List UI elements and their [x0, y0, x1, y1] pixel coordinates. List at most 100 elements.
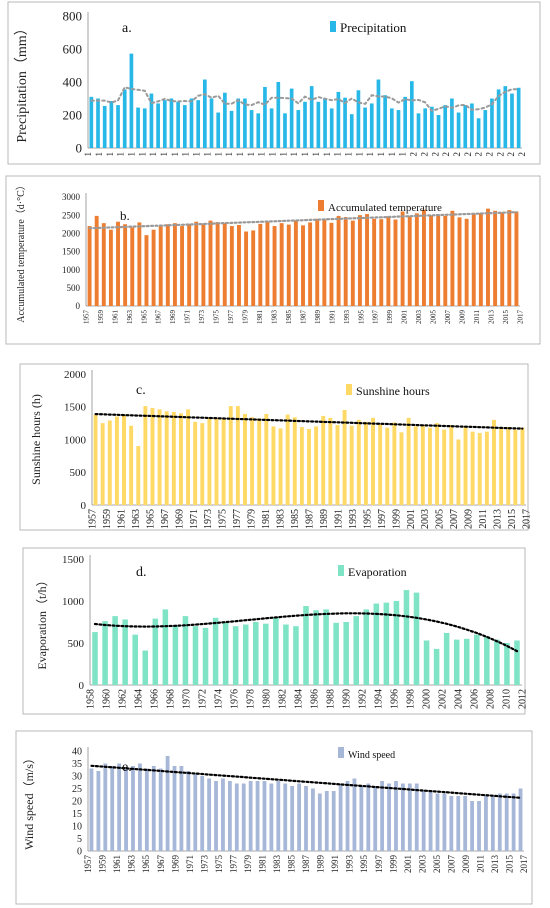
bar: [162, 100, 167, 148]
x-tick-label: 1976: [230, 689, 241, 709]
bar: [208, 220, 213, 306]
bar: [244, 231, 249, 306]
bar: [149, 93, 154, 148]
bar: [476, 118, 481, 148]
bar: [380, 781, 385, 851]
bar: [478, 212, 483, 306]
bar: [248, 781, 253, 851]
legend: Sunshine hours: [346, 384, 430, 398]
x-tick-label: 1: [202, 152, 212, 157]
x-tick-label: 2013: [487, 310, 495, 325]
bar: [162, 609, 169, 685]
x-tick-label: 1: [344, 152, 354, 157]
bar: [353, 616, 359, 685]
x-tick-label: 2001: [406, 509, 417, 529]
bar: [263, 623, 269, 685]
x-tick-label: 1987: [301, 855, 311, 874]
bar: [165, 756, 170, 851]
bar: [457, 217, 462, 306]
x-tick-label: 1: [94, 152, 104, 157]
y-tick-label: 500: [68, 638, 85, 650]
bar: [403, 96, 407, 148]
bar: [196, 100, 201, 148]
x-tick-label: 2010: [502, 689, 513, 709]
x-tick-label: 1993: [348, 509, 359, 529]
bar: [243, 413, 247, 505]
bar: [510, 93, 514, 148]
x-tick-label: 2: [463, 152, 473, 157]
bar: [493, 210, 498, 306]
bar: [484, 636, 490, 685]
bar: [89, 96, 94, 148]
x-tick-label: 2011: [476, 855, 486, 873]
y-axis-label: Evaporation（t/h）: [35, 574, 49, 669]
bar: [178, 413, 183, 505]
legend-label: Sunshine hours: [356, 384, 430, 398]
bar: [109, 100, 114, 148]
x-tick-label: 1974: [214, 689, 225, 709]
x-tick-label: 1: [116, 152, 126, 157]
bar: [234, 783, 239, 851]
y-tick-label: 40: [72, 747, 82, 758]
x-tick-label: 1989: [316, 855, 326, 874]
x-tick-label: 1: [311, 152, 321, 157]
x-tick-label: 1: [268, 152, 278, 157]
bar: [450, 210, 455, 306]
bar: [262, 781, 267, 851]
x-tick-label: 1995: [362, 509, 373, 529]
bar: [242, 624, 249, 685]
bar: [414, 783, 419, 851]
bar: [136, 446, 141, 505]
x-tick-label: 1: [224, 152, 234, 157]
y-tick-label: 800: [63, 9, 83, 24]
bar: [366, 783, 371, 851]
bar: [363, 609, 370, 685]
bar: [222, 223, 227, 306]
bar: [235, 406, 240, 505]
bar: [435, 793, 440, 851]
x-tick-label: 2015: [505, 855, 515, 874]
bar: [143, 406, 148, 505]
x-tick-label: 1: [181, 152, 191, 157]
trend-line: [90, 86, 520, 113]
bar: [189, 98, 194, 148]
bar: [257, 418, 262, 505]
x-tick-label: 1: [365, 152, 375, 157]
x-tick-label: 1978: [246, 689, 257, 709]
bar: [335, 425, 340, 505]
bar: [442, 793, 447, 851]
bar: [176, 101, 180, 148]
x-tick-label: 1999: [386, 310, 394, 325]
bar: [273, 617, 279, 685]
x-tick-label: 1969: [174, 509, 185, 529]
bar: [396, 110, 401, 148]
y-tick-label: 0: [77, 847, 82, 858]
x-tick-label: 1979: [243, 855, 253, 874]
bar: [269, 108, 274, 148]
x-tick-label: 2003: [417, 855, 427, 874]
bar: [229, 110, 234, 148]
bar: [456, 796, 461, 851]
x-tick-label: 1961: [111, 310, 119, 325]
bar: [336, 91, 341, 148]
x-tick-label: 1990: [342, 689, 353, 709]
bar: [329, 222, 334, 306]
y-tick-label: 15: [72, 809, 82, 820]
bar: [165, 224, 170, 306]
bar: [122, 89, 127, 148]
bar: [363, 107, 367, 148]
x-tick-label: 2003: [415, 310, 423, 325]
bar: [308, 222, 313, 306]
x-tick-label: 2: [506, 152, 516, 157]
panel-label: a.: [122, 21, 132, 36]
bar: [207, 417, 212, 505]
y-tick-label: 0: [76, 141, 83, 156]
bar: [494, 639, 500, 685]
bar: [496, 89, 501, 148]
bar: [518, 788, 523, 851]
x-tick-label: 1980: [262, 689, 273, 709]
bar: [236, 98, 241, 148]
x-tick-label: 1995: [359, 855, 369, 874]
bar: [303, 606, 309, 685]
